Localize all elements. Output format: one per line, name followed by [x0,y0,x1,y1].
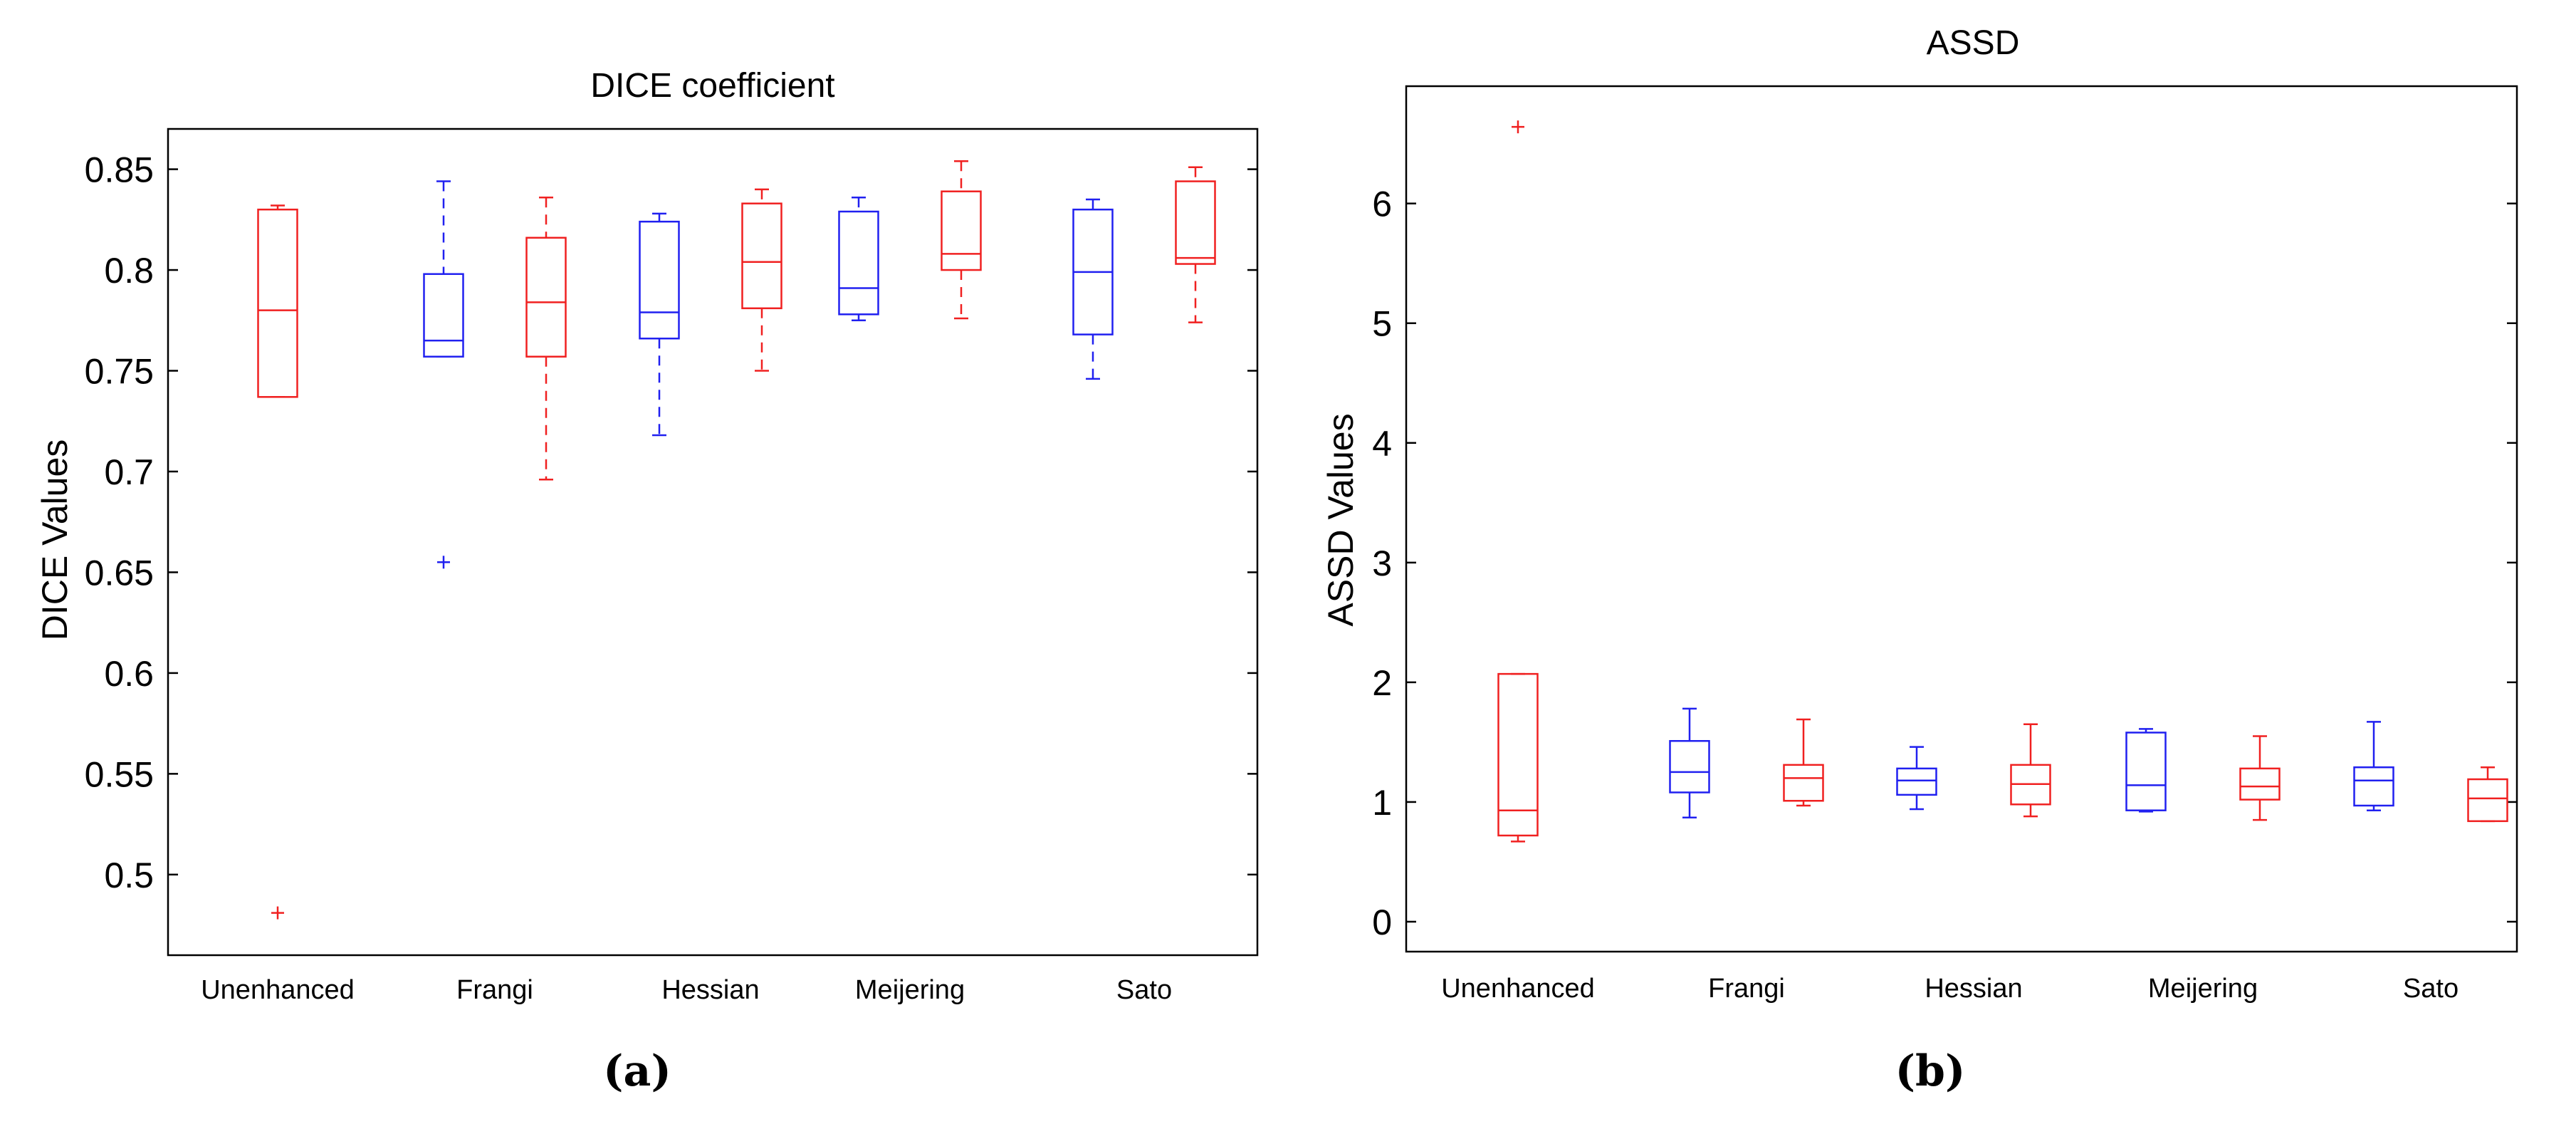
x-tick-label: Unenhanced [201,975,355,1005]
box-red-meijering [2239,735,2281,821]
x-tick-label: Frangi [1708,974,1785,1004]
box-iqr [2353,766,2394,807]
box-blue-sato [2353,721,2394,811]
box-iqr [2125,732,2167,811]
y-tick-label: 0.55 [85,754,154,794]
chart-title: DICE coefficient [590,67,834,105]
box-red-sato [1175,166,1216,323]
box-blue-sato [1072,198,1114,380]
box-blue-hessian [1896,746,1937,811]
box-iqr [257,208,298,398]
y-tick-label: 6 [1372,184,1392,224]
y-tick-label: 1 [1372,783,1392,823]
box-iqr [525,236,567,358]
box-series [257,160,1216,920]
y-tick-label: 4 [1372,424,1392,464]
y-axis: 0 1 2 3 4 5 6 [1372,184,2517,942]
outlier-marker [271,906,284,920]
y-tick-label: 0.6 [104,654,154,694]
box-red-frangi [525,196,567,481]
box-red-hessian [2010,723,2051,818]
x-tick-label: Meijering [2148,974,2258,1004]
x-axis: Unenhanced Frangi Hessian Meijering Sato [1441,974,2459,1004]
outlier-marker [1512,120,1524,134]
box-red-meijering [941,160,982,320]
box-red-unenhanced [1497,120,1539,843]
panel-label: (b) [1895,1046,1966,1096]
x-tick-label: Hessian [1925,974,2022,1004]
y-tick-label: 0.5 [104,855,154,895]
x-tick-label: Frangi [456,975,533,1005]
panel-b: ASSD ASSD Values 0 1 2 3 4 5 6 Unenhanced Frang… [1321,24,2518,1096]
y-axis: 0.5 0.55 0.6 0.65 0.7 0.75 0.8 0.85 [85,150,1257,895]
chart-title: ASSD [1927,24,2020,62]
box-iqr [838,210,879,316]
panel-label: (a) [603,1046,671,1096]
x-tick-label: Hessian [661,975,759,1005]
box-red-unenhanced [257,204,298,920]
y-axis-label: DICE Values [35,439,75,641]
y-axis-label: ASSD Values [1321,413,1361,626]
box-iqr [941,190,982,271]
y-tick-label: 2 [1372,663,1392,703]
x-axis: Unenhanced Frangi Hessian Meijering Sato [201,975,1172,1005]
x-tick-label: Sato [2403,974,2459,1004]
box-iqr [1497,672,1539,837]
x-tick-label: Sato [1116,975,1172,1005]
y-tick-label: 0.7 [104,452,154,492]
y-tick-label: 3 [1372,543,1392,583]
box-iqr [1896,767,1937,796]
box-iqr [639,220,680,340]
box-blue-hessian [639,212,680,437]
box-red-sato [2467,766,2508,823]
box-iqr [423,273,464,358]
box-iqr [1783,764,1824,802]
box-blue-frangi [1669,707,1710,819]
y-tick-label: 0.85 [85,150,154,190]
x-tick-label: Unenhanced [1441,974,1595,1004]
box-blue-meijering [838,196,879,322]
box-blue-meijering [2125,728,2167,813]
outlier-marker [437,556,450,569]
box-iqr [2467,778,2508,823]
box-iqr [2239,767,2281,801]
box-iqr [1669,739,1710,793]
y-tick-label: 0.65 [85,553,154,593]
box-red-hessian [741,188,782,372]
box-red-frangi [1783,718,1824,807]
box-blue-frangi [423,180,464,569]
y-tick-label: 0 [1372,902,1392,942]
plot-area [167,128,1259,957]
box-series [1497,120,2508,843]
panel-a: DICE coefficient DICE Values 0.50.550.60… [35,67,1259,1096]
y-tick-label: 0.8 [104,251,154,291]
x-tick-label: Meijering [855,975,965,1005]
box-iqr [1175,180,1216,265]
plot-area [1405,85,2518,953]
y-tick-label: 0.75 [85,352,154,392]
y-tick-label: 5 [1372,304,1392,344]
box-iqr [741,202,782,310]
